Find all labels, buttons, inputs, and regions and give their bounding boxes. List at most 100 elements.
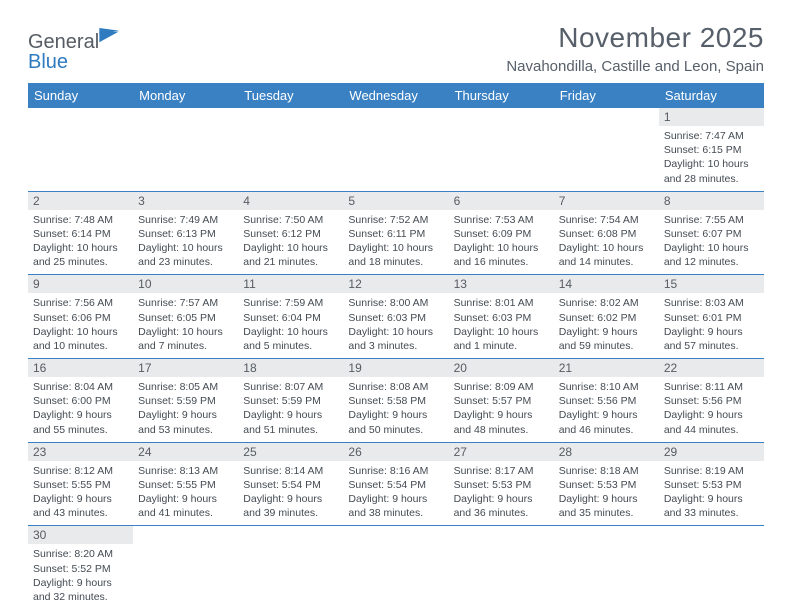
page-title: November 2025 (506, 22, 764, 54)
detail-line: Daylight: 9 hours (33, 408, 128, 422)
calendar-cell: 12Sunrise: 8:00 AMSunset: 6:03 PMDayligh… (343, 275, 448, 359)
weekday-header: Saturday (659, 83, 764, 108)
calendar-cell: 4Sunrise: 7:50 AMSunset: 6:12 PMDaylight… (238, 191, 343, 275)
detail-line: Sunrise: 8:07 AM (243, 380, 338, 394)
detail-line: Daylight: 9 hours (454, 408, 549, 422)
detail-line: Sunrise: 7:55 AM (664, 213, 759, 227)
detail-line: Daylight: 9 hours (559, 325, 654, 339)
calendar-row: 23Sunrise: 8:12 AMSunset: 5:55 PMDayligh… (28, 442, 764, 526)
detail-line: Daylight: 10 hours (664, 241, 759, 255)
detail-line: Daylight: 10 hours (348, 325, 443, 339)
detail-line: Sunset: 5:54 PM (243, 478, 338, 492)
detail-line: Daylight: 9 hours (664, 492, 759, 506)
day-number: 28 (554, 443, 659, 461)
day-details: Sunrise: 8:03 AMSunset: 6:01 PMDaylight:… (659, 293, 764, 358)
detail-line: Sunrise: 8:02 AM (559, 296, 654, 310)
calendar-cell: 18Sunrise: 8:07 AMSunset: 5:59 PMDayligh… (238, 359, 343, 443)
day-details: Sunrise: 8:09 AMSunset: 5:57 PMDaylight:… (449, 377, 554, 442)
detail-line: and 5 minutes. (243, 339, 338, 353)
detail-line: Sunrise: 8:17 AM (454, 464, 549, 478)
calendar-cell-empty (133, 108, 238, 191)
detail-line: and 28 minutes. (664, 172, 759, 186)
day-details: Sunrise: 8:18 AMSunset: 5:53 PMDaylight:… (554, 461, 659, 526)
day-number: 14 (554, 275, 659, 293)
calendar-cell: 22Sunrise: 8:11 AMSunset: 5:56 PMDayligh… (659, 359, 764, 443)
detail-line: Sunset: 6:08 PM (559, 227, 654, 241)
detail-line: Sunset: 6:02 PM (559, 311, 654, 325)
logo: General Blue (28, 32, 121, 72)
detail-line: and 33 minutes. (664, 506, 759, 520)
calendar-row: 30Sunrise: 8:20 AMSunset: 5:52 PMDayligh… (28, 526, 764, 609)
detail-line: and 44 minutes. (664, 423, 759, 437)
detail-line: and 36 minutes. (454, 506, 549, 520)
detail-line: Sunset: 6:05 PM (138, 311, 233, 325)
calendar-cell: 27Sunrise: 8:17 AMSunset: 5:53 PMDayligh… (449, 442, 554, 526)
day-number: 13 (449, 275, 554, 293)
day-number: 20 (449, 359, 554, 377)
title-block: November 2025 Navahondilla, Castille and… (506, 22, 764, 75)
calendar-row: 9Sunrise: 7:56 AMSunset: 6:06 PMDaylight… (28, 275, 764, 359)
detail-line: Sunset: 6:13 PM (138, 227, 233, 241)
day-number: 10 (133, 275, 238, 293)
detail-line: Sunset: 6:09 PM (454, 227, 549, 241)
detail-line: Sunset: 5:53 PM (559, 478, 654, 492)
day-number: 19 (343, 359, 448, 377)
detail-line: and 39 minutes. (243, 506, 338, 520)
calendar-cell-empty (343, 108, 448, 191)
day-details: Sunrise: 8:16 AMSunset: 5:54 PMDaylight:… (343, 461, 448, 526)
weekday-row: SundayMondayTuesdayWednesdayThursdayFrid… (28, 83, 764, 108)
calendar-page: General Blue November 2025 Navahondilla,… (0, 0, 792, 609)
logo-text: General Blue (28, 32, 121, 72)
detail-line: Sunrise: 8:04 AM (33, 380, 128, 394)
day-details: Sunrise: 7:59 AMSunset: 6:04 PMDaylight:… (238, 293, 343, 358)
detail-line: Sunrise: 8:19 AM (664, 464, 759, 478)
detail-line: Sunrise: 8:11 AM (664, 380, 759, 394)
calendar-cell: 24Sunrise: 8:13 AMSunset: 5:55 PMDayligh… (133, 442, 238, 526)
day-details: Sunrise: 7:53 AMSunset: 6:09 PMDaylight:… (449, 210, 554, 275)
day-details: Sunrise: 8:19 AMSunset: 5:53 PMDaylight:… (659, 461, 764, 526)
detail-line: Sunrise: 8:12 AM (33, 464, 128, 478)
detail-line: Sunrise: 7:47 AM (664, 129, 759, 143)
detail-line: Sunset: 5:57 PM (454, 394, 549, 408)
calendar-cell: 21Sunrise: 8:10 AMSunset: 5:56 PMDayligh… (554, 359, 659, 443)
day-details: Sunrise: 7:48 AMSunset: 6:14 PMDaylight:… (28, 210, 133, 275)
detail-line: and 21 minutes. (243, 255, 338, 269)
detail-line: Daylight: 10 hours (243, 325, 338, 339)
detail-line: Sunrise: 8:16 AM (348, 464, 443, 478)
calendar-cell: 26Sunrise: 8:16 AMSunset: 5:54 PMDayligh… (343, 442, 448, 526)
weekday-header: Wednesday (343, 83, 448, 108)
detail-line: Sunrise: 7:53 AM (454, 213, 549, 227)
calendar-cell: 11Sunrise: 7:59 AMSunset: 6:04 PMDayligh… (238, 275, 343, 359)
calendar-cell-empty (133, 526, 238, 609)
calendar-cell-empty (449, 108, 554, 191)
day-details: Sunrise: 8:17 AMSunset: 5:53 PMDaylight:… (449, 461, 554, 526)
day-details: Sunrise: 8:10 AMSunset: 5:56 PMDaylight:… (554, 377, 659, 442)
detail-line: Daylight: 9 hours (33, 492, 128, 506)
weekday-header: Monday (133, 83, 238, 108)
detail-line: Sunset: 6:11 PM (348, 227, 443, 241)
day-number: 22 (659, 359, 764, 377)
detail-line: Sunset: 5:53 PM (664, 478, 759, 492)
detail-line: Daylight: 9 hours (454, 492, 549, 506)
detail-line: Sunrise: 7:59 AM (243, 296, 338, 310)
flag-icon (99, 28, 121, 44)
calendar-cell: 6Sunrise: 7:53 AMSunset: 6:09 PMDaylight… (449, 191, 554, 275)
detail-line: Sunset: 6:01 PM (664, 311, 759, 325)
calendar-cell-empty (659, 526, 764, 609)
day-number: 12 (343, 275, 448, 293)
detail-line: and 35 minutes. (559, 506, 654, 520)
detail-line: and 48 minutes. (454, 423, 549, 437)
calendar-cell: 5Sunrise: 7:52 AMSunset: 6:11 PMDaylight… (343, 191, 448, 275)
detail-line: Sunset: 5:54 PM (348, 478, 443, 492)
calendar-cell: 28Sunrise: 8:18 AMSunset: 5:53 PMDayligh… (554, 442, 659, 526)
detail-line: Sunset: 5:53 PM (454, 478, 549, 492)
calendar-cell: 2Sunrise: 7:48 AMSunset: 6:14 PMDaylight… (28, 191, 133, 275)
detail-line: Sunset: 5:59 PM (243, 394, 338, 408)
header: General Blue November 2025 Navahondilla,… (28, 22, 764, 75)
detail-line: and 53 minutes. (138, 423, 233, 437)
day-details: Sunrise: 7:54 AMSunset: 6:08 PMDaylight:… (554, 210, 659, 275)
detail-line: and 18 minutes. (348, 255, 443, 269)
detail-line: Daylight: 10 hours (348, 241, 443, 255)
detail-line: Daylight: 9 hours (243, 408, 338, 422)
detail-line: and 1 minute. (454, 339, 549, 353)
